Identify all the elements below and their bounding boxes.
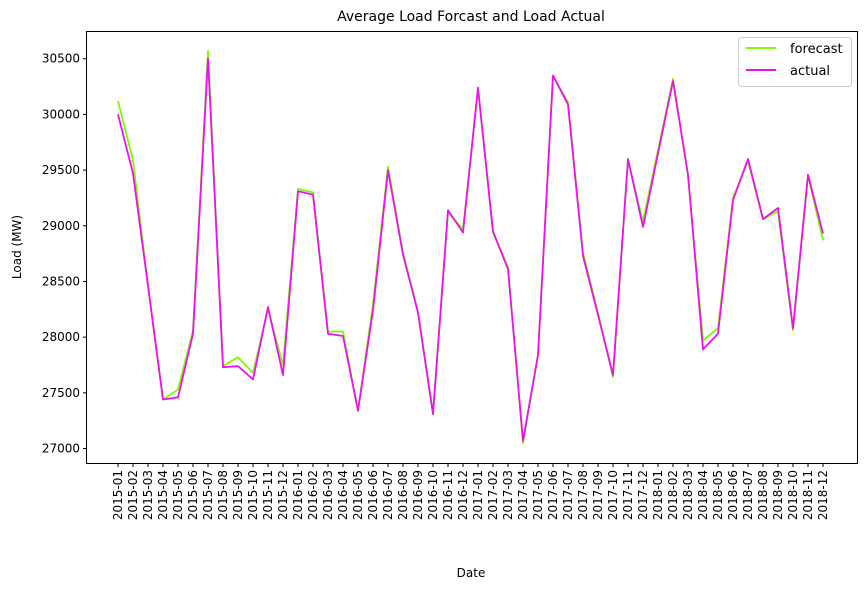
x-tick-label: 2015-08 (216, 470, 230, 520)
plot-lines (117, 50, 824, 444)
x-tick-label: 2017-02 (486, 470, 500, 520)
x-tick-label: 2016-08 (396, 470, 410, 520)
x-tick-label: 2016-01 (291, 470, 305, 520)
x-tick-label: 2017-11 (621, 470, 635, 520)
y-tick-label: 29500 (42, 163, 80, 177)
x-tick-label: 2017-07 (561, 470, 575, 520)
x-tick-label: 2017-05 (531, 470, 545, 520)
x-tick-label: 2017-10 (606, 470, 620, 520)
x-tick-label: 2015-04 (156, 470, 170, 520)
x-tick-label: 2015-01 (111, 470, 125, 520)
x-tick-label: 2017-04 (516, 470, 530, 520)
x-tick-label: 2018-07 (741, 470, 755, 520)
y-tick-label: 28000 (42, 330, 80, 344)
x-tick-label: 2015-11 (261, 470, 275, 520)
series-line-actual (117, 57, 824, 442)
x-tick-label: 2016-09 (411, 470, 425, 520)
x-tick-label: 2018-05 (711, 470, 725, 520)
x-tick-label: 2017-08 (576, 470, 590, 520)
x-tick-label: 2017-01 (471, 470, 485, 520)
x-tick-label: 2016-10 (426, 470, 440, 520)
x-axis: 2015-01 2015-02 2015-03 2015-04 2015-05 2015-… (111, 463, 830, 520)
x-tick-label: 2018-09 (771, 470, 785, 520)
x-tick-label: 2015-03 (141, 470, 155, 520)
chart-title: Average Load Forcast and Load Actual (337, 9, 605, 25)
y-tick-label: 27000 (42, 442, 80, 456)
x-tick-label: 2017-12 (636, 470, 650, 520)
x-tick-label: 2016-02 (306, 470, 320, 520)
x-tick-label: 2015-09 (231, 470, 245, 520)
x-tick-label: 2015-12 (276, 470, 290, 520)
y-tick-label: 29000 (42, 219, 80, 233)
x-axis-title: Date (457, 566, 486, 580)
x-tick-label: 2016-07 (381, 470, 395, 520)
y-tick-label: 30000 (42, 107, 80, 121)
y-axis-title: Load (MW) (10, 215, 24, 279)
legend-label-actual: actual (790, 64, 830, 79)
x-tick-label: 2016-05 (351, 470, 365, 520)
x-tick-label: 2018-01 (651, 470, 665, 520)
plot-frame (86, 31, 858, 464)
x-tick-label: 2016-03 (321, 470, 335, 520)
y-tick-label: 30500 (42, 52, 80, 66)
x-tick-label: 2018-03 (681, 470, 695, 520)
x-tick-label: 2018-04 (696, 470, 710, 520)
x-tick-label: 2018-06 (726, 470, 740, 520)
legend: forecast actual (738, 37, 852, 87)
x-tick-label: 2018-10 (786, 470, 800, 520)
x-tick-label: 2018-12 (816, 470, 830, 520)
x-tick-label: 2016-11 (441, 470, 455, 520)
x-tick-label: 2018-11 (801, 470, 815, 520)
legend-label-forecast: forecast (790, 42, 843, 57)
x-tick-label: 2015-05 (171, 470, 185, 520)
y-axis: 27000 27500 28000 28500 29000 29500 30000 30500 (42, 52, 87, 456)
y-tick-label: 27500 (42, 386, 80, 400)
x-tick-label: 2017-09 (591, 470, 605, 520)
series-line-forecast (117, 50, 824, 444)
x-tick-label: 2015-07 (201, 470, 215, 520)
x-tick-label: 2018-02 (666, 470, 680, 520)
x-tick-label: 2017-06 (546, 470, 560, 520)
x-tick-label: 2017-03 (501, 470, 515, 520)
x-tick-label: 2016-06 (366, 470, 380, 520)
x-tick-label: 2016-04 (336, 470, 350, 520)
x-tick-label: 2018-08 (756, 470, 770, 520)
y-tick-label: 28500 (42, 274, 80, 288)
x-tick-label: 2015-10 (246, 470, 260, 520)
legend-box (738, 37, 852, 87)
x-tick-label: 2015-02 (126, 470, 140, 520)
x-tick-label: 2015-06 (186, 470, 200, 520)
x-tick-label: 2016-12 (456, 470, 470, 520)
